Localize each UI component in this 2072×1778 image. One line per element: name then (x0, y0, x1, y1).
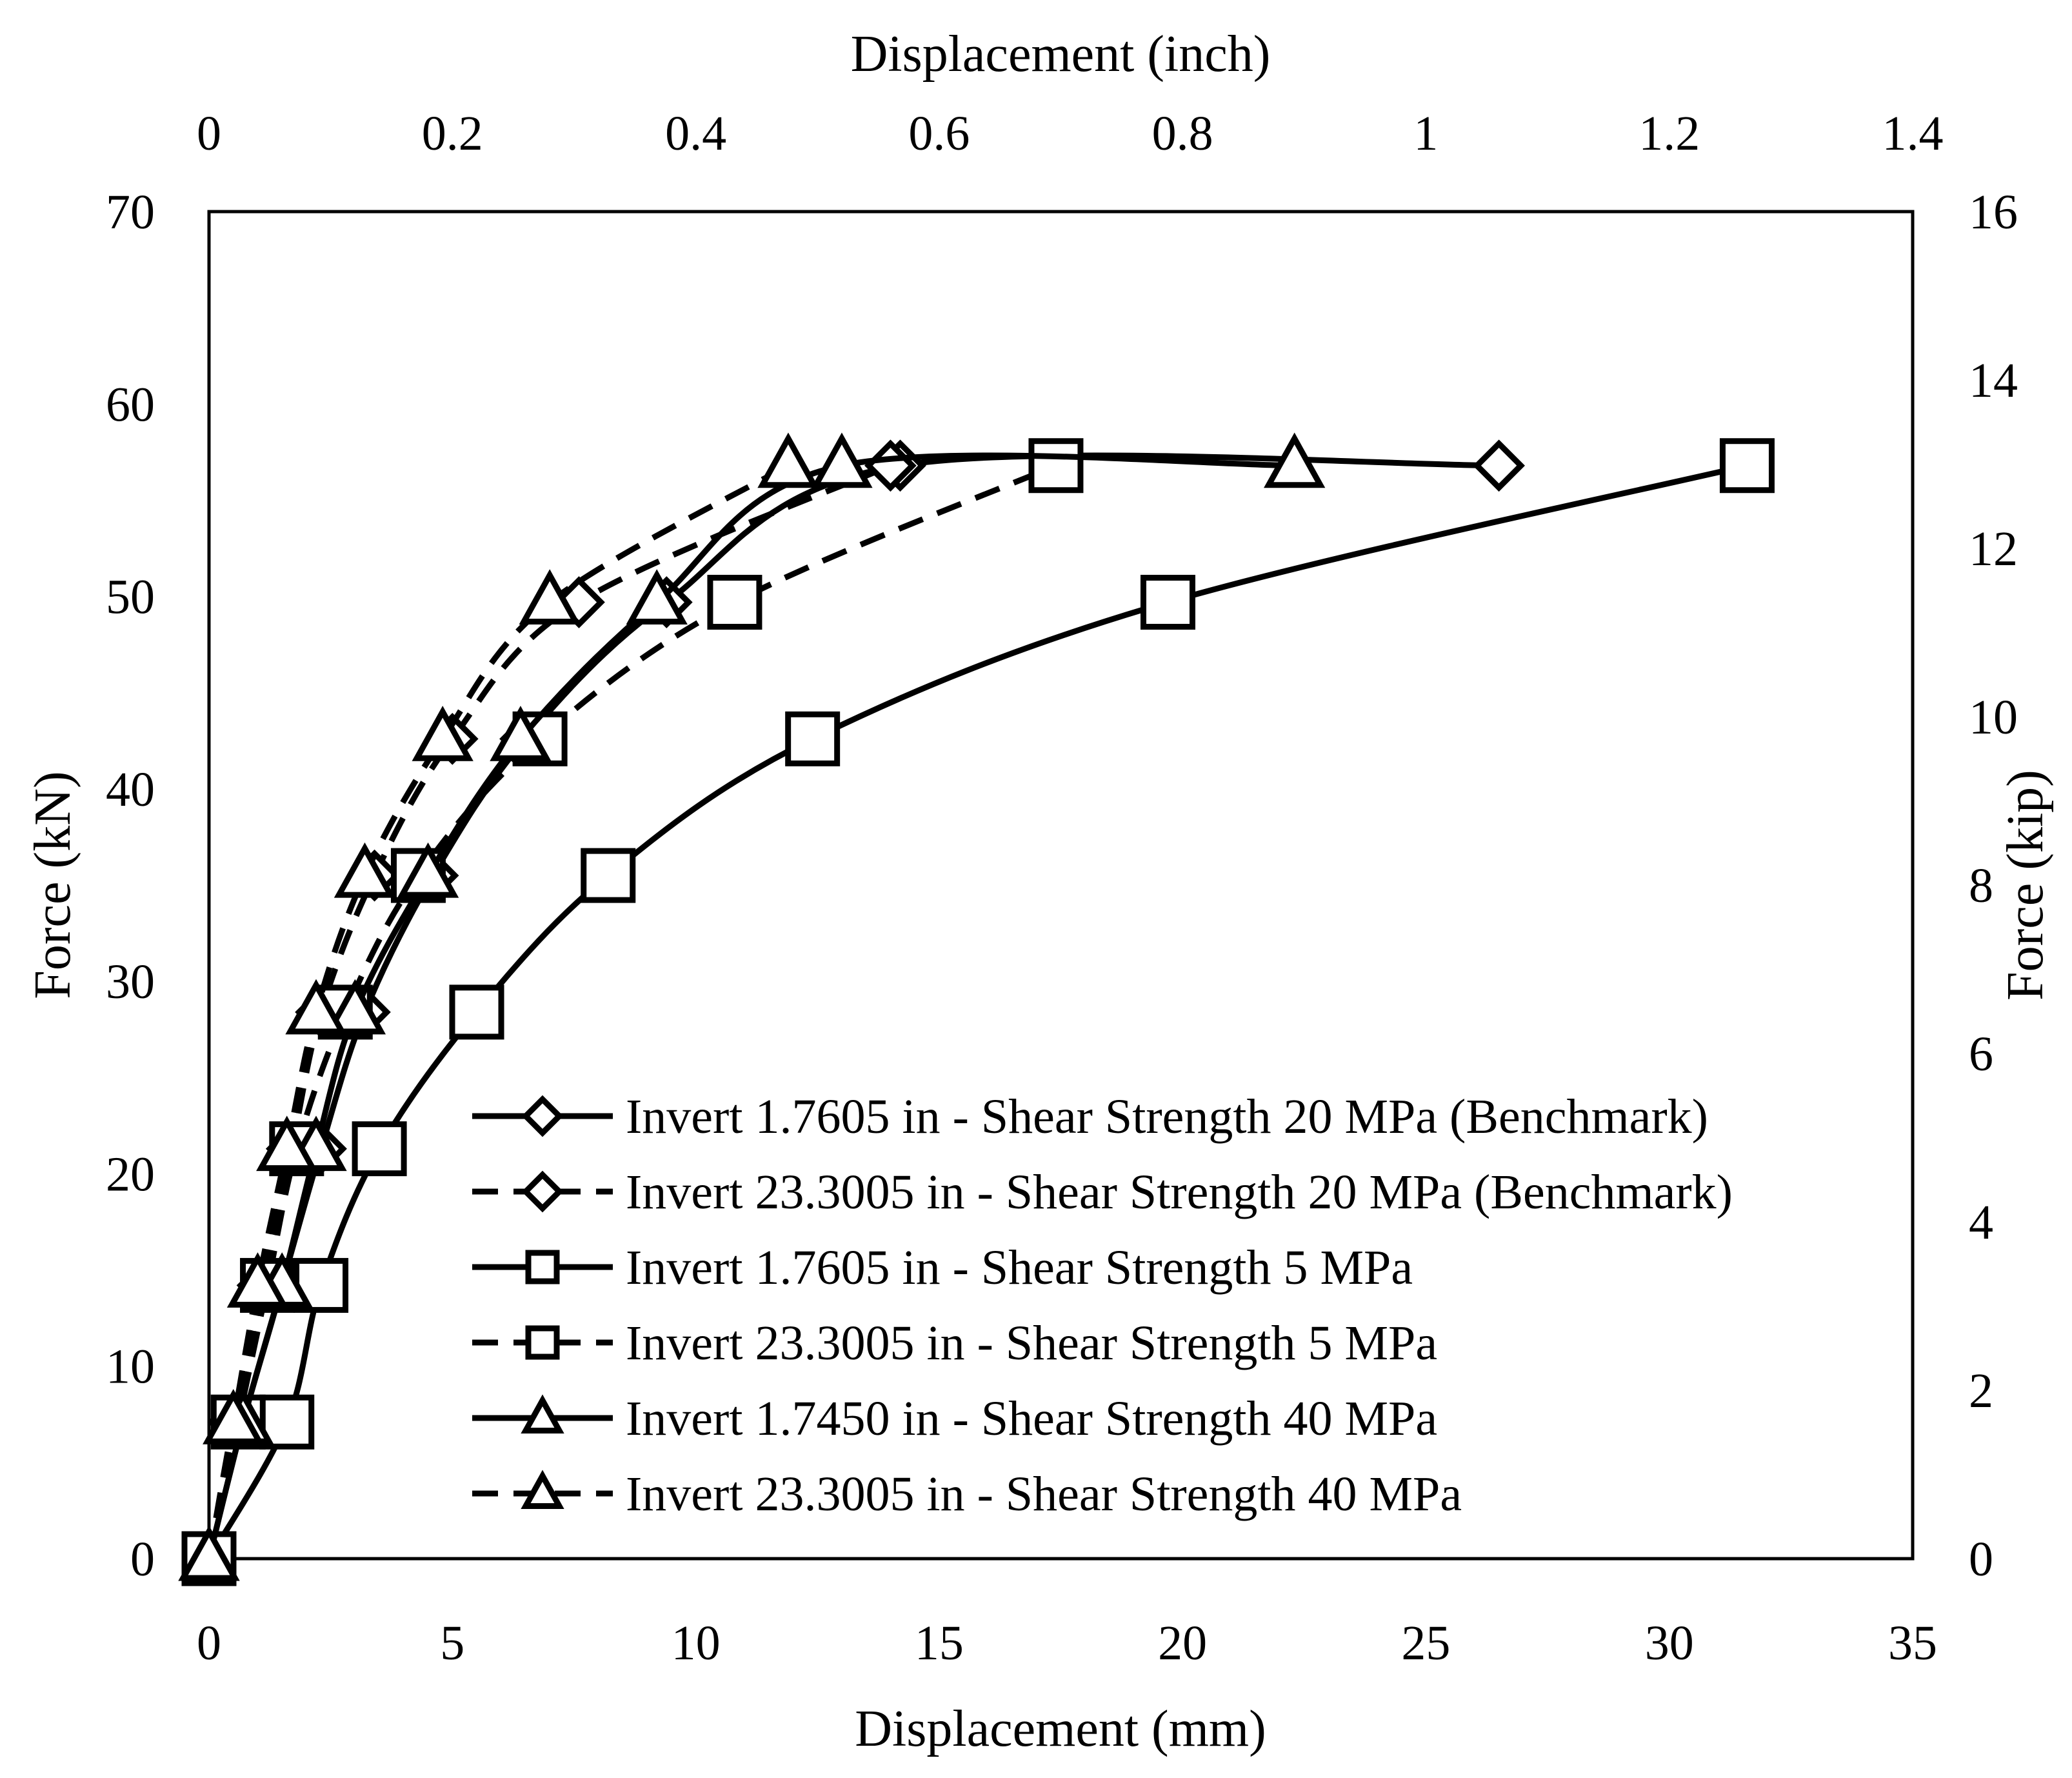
legend-diamond-marker (521, 1170, 564, 1213)
series-3-square-point (352, 1121, 407, 1177)
series-6-triangle-point (757, 432, 819, 488)
series-3-square-point (1719, 438, 1775, 494)
y-left-tick-label: 70 (106, 185, 155, 239)
series-4-square-point (707, 575, 762, 630)
x-bottom-tick-label: 20 (1158, 1616, 1207, 1670)
legend-entry: Invert 23.3005 in - Shear Strength 5 MPa (472, 1316, 1437, 1370)
x-bottom-tick-label: 15 (915, 1616, 964, 1670)
y-right-tick-label: 6 (1969, 1027, 1993, 1081)
x-bottom-tick-label: 0 (197, 1616, 221, 1670)
y-left-tick-label: 0 (130, 1532, 155, 1586)
x-top-tick-label: 1 (1413, 106, 1438, 161)
plot-area-frame (207, 210, 1915, 1561)
y-left-axis-title: Force (kN) (25, 771, 81, 999)
x-top-tick-label: 0.4 (665, 106, 726, 161)
legend-label: Invert 1.7605 in - Shear Strength 20 MPa… (626, 1090, 1708, 1144)
legend-square-marker (525, 1250, 560, 1284)
x-top-tick-label: 1.4 (1882, 106, 1944, 161)
series-5-triangle-point (397, 842, 459, 898)
x-top-tick-label: 0.6 (908, 106, 970, 161)
legend-label: Invert 23.3005 in - Shear Strength 5 MPa (626, 1316, 1437, 1370)
series-3-square-point (1141, 575, 1196, 630)
x-top-tick-label: 0.8 (1152, 106, 1213, 161)
y-right-tick-label: 10 (1969, 690, 2018, 744)
y-left-tick-label: 10 (106, 1340, 155, 1394)
series-layer (178, 432, 1775, 1586)
legend-entry: Invert 23.3005 in - Shear Strength 40 MP… (472, 1467, 1462, 1521)
series-5-triangle-point (626, 569, 688, 625)
series-5-triangle-point (490, 706, 552, 761)
legend-entry: Invert 23.3005 in - Shear Strength 20 MP… (472, 1165, 1733, 1219)
x-bottom-tick-label: 5 (440, 1616, 464, 1670)
x-bottom-tick-label: 10 (672, 1616, 721, 1670)
y-right-tick-label: 14 (1969, 354, 2018, 408)
series-4-line (206, 463, 1057, 1559)
y-right-tick-label: 2 (1969, 1364, 1993, 1418)
series-3-square-point (785, 711, 841, 766)
x-top-axis-title: Displacement (inch) (851, 26, 1271, 83)
legend-label: Invert 1.7605 in - Shear Strength 5 MPa (626, 1241, 1413, 1295)
x-top-tick-label: 1.2 (1639, 106, 1700, 161)
y-right-tick-label: 8 (1969, 859, 1993, 913)
legend-square-marker (525, 1325, 560, 1360)
series-6-triangle-point (334, 842, 396, 898)
series-3-square-point (449, 984, 504, 1040)
x-bottom-axis-title: Displacement (mm) (855, 1701, 1266, 1757)
x-top-tick-label: 0.2 (422, 106, 483, 161)
legend-label: Invert 23.3005 in - Shear Strength 20 MP… (626, 1165, 1733, 1219)
y-right-tick-label: 4 (1969, 1195, 1993, 1250)
y-right-axis-title: Force (kip) (1997, 770, 2054, 1001)
y-right-tick-label: 0 (1969, 1532, 1993, 1586)
series-4-square-point (1028, 438, 1084, 494)
series-6-triangle-point (203, 1388, 264, 1444)
series-5-triangle-point (324, 979, 386, 1035)
y-left-tick-label: 30 (106, 955, 155, 1009)
series-1-diamond-point (1473, 439, 1525, 492)
legend-label: Invert 1.7450 in - Shear Strength 40 MPa (626, 1392, 1437, 1446)
y-left-tick-label: 20 (106, 1147, 155, 1201)
series-6-triangle-point (256, 1115, 318, 1172)
x-bottom-tick-label: 30 (1645, 1616, 1694, 1670)
legend-triangle-marker (521, 1470, 564, 1509)
legend-entry: Invert 1.7605 in - Shear Strength 5 MPa (472, 1241, 1413, 1295)
y-left-tick-label: 40 (106, 763, 155, 817)
series-3-square-point (581, 848, 636, 903)
legend-entry: Invert 1.7605 in - Shear Strength 20 MPa… (472, 1090, 1708, 1144)
y-left-tick-label: 60 (106, 377, 155, 432)
y-right-tick-label: 16 (1969, 185, 2018, 239)
legend-label: Invert 23.3005 in - Shear Strength 40 MP… (626, 1467, 1462, 1521)
ticks-layer: 0 5 10 15 20 25 30 350 0.2 0.4 0.6 0.8 1 1.2 1.4010203… (106, 106, 2018, 1670)
series-3-square-point (259, 1394, 315, 1450)
series-6-triangle-point (519, 569, 581, 625)
legend: Invert 1.7605 in - Shear Strength 20 MPa… (472, 1090, 1733, 1521)
legend-diamond-marker (521, 1095, 564, 1137)
series-6-triangle-point (285, 979, 347, 1035)
legend-triangle-marker (521, 1394, 564, 1433)
x-top-tick-label: 0 (197, 106, 221, 161)
series-6-triangle-point (412, 706, 473, 761)
series-3-line (206, 463, 1748, 1561)
y-left-tick-label: 50 (106, 570, 155, 624)
series-6-line (206, 463, 790, 1559)
x-bottom-tick-label: 35 (1888, 1616, 1937, 1670)
series-5-triangle-point (811, 432, 873, 488)
legend-entry: Invert 1.7450 in - Shear Strength 40 MPa (472, 1392, 1437, 1446)
series-5-triangle-point (1264, 432, 1326, 488)
series-6-invert-23-3005-in-shear-strength-40-mpa (178, 432, 819, 1581)
y-right-tick-label: 12 (1969, 522, 2018, 576)
x-bottom-tick-label: 25 (1401, 1616, 1450, 1670)
series-6-triangle-point (226, 1252, 289, 1308)
series-6-triangle-point (178, 1525, 240, 1581)
